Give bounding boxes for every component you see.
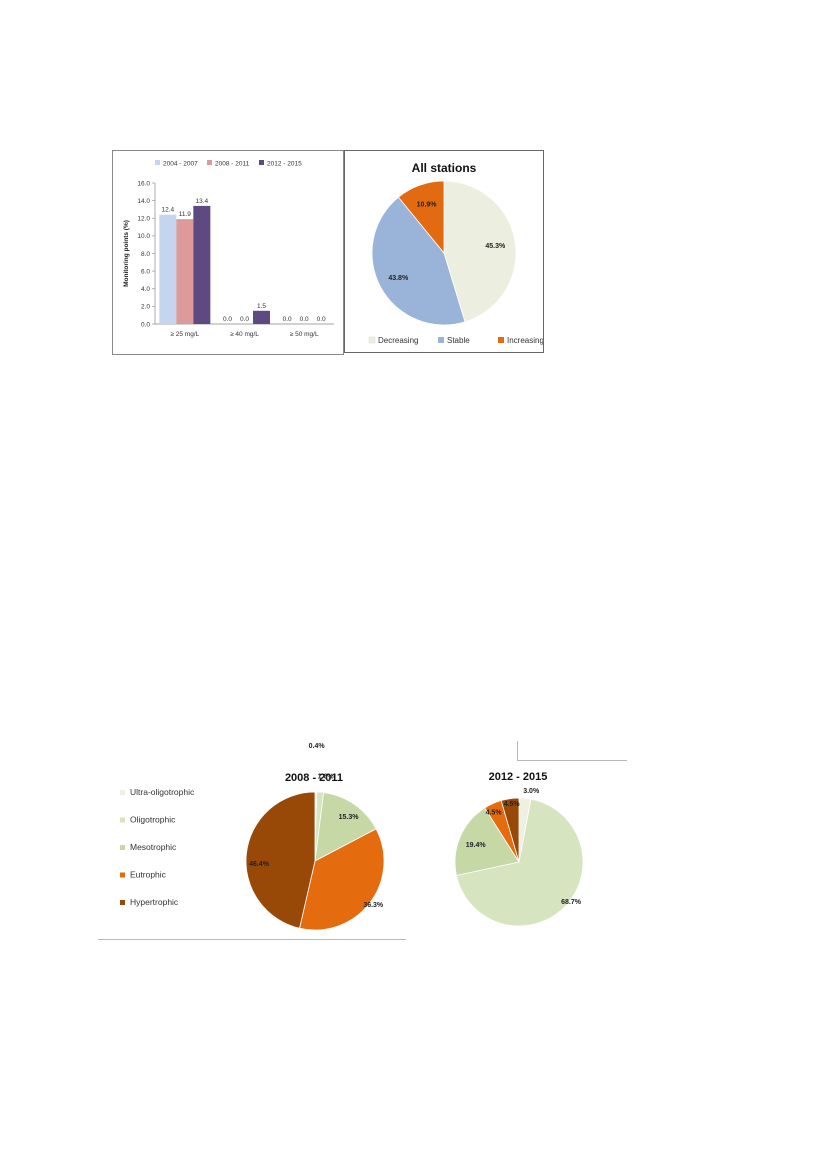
pie-data-label: 68.7% (561, 899, 582, 906)
legend-label: 2008 - 2011 (215, 161, 250, 168)
pie-slice (454, 807, 520, 876)
pie-data-label: 15.3% (339, 814, 360, 821)
legend-swatch (207, 160, 212, 165)
chart-title: 2012 - 2015 (489, 771, 548, 783)
legend-swatch (120, 900, 125, 905)
divider-line (517, 741, 518, 760)
pie-data-label: 10.9% (417, 202, 438, 209)
bar-data-label: 1.5 (257, 303, 266, 310)
legend-label: Oligotrophic (130, 815, 176, 825)
pie-data-label: 3.0% (523, 788, 540, 795)
bar (176, 219, 194, 324)
y-tick-label: 14.0 (137, 198, 150, 205)
x-tick-label: ≥ 40 mg/L (230, 331, 259, 338)
y-axis-label: Monitoring points (%) (123, 220, 130, 287)
chart-title: 2008 - 2011 (285, 772, 343, 784)
legend-label: 2004 - 2007 (163, 161, 198, 168)
legend-label: Decreasing (378, 336, 418, 345)
pie-slice (455, 798, 584, 927)
pie-data-label: 1.6% (318, 773, 335, 780)
legend-swatch (155, 160, 160, 165)
x-tick-label: ≥ 50 mg/L (290, 331, 319, 338)
legend-swatch (498, 337, 504, 343)
legend-swatch (120, 817, 125, 823)
legend-label: Mesotrophic (130, 842, 177, 852)
legend-swatch (259, 160, 264, 165)
legend-swatch (438, 337, 444, 343)
pie-slice (299, 828, 385, 931)
chart-title: All stations (412, 161, 477, 175)
y-tick-label: 16.0 (137, 180, 150, 187)
all-stations-pie-panel: All stations 45.3% 43.8% 10.9% Decreasing Sta… (344, 150, 544, 353)
pie-data-label: 43.8% (388, 275, 409, 282)
pie-data-label: 0.4% (309, 743, 326, 750)
legend-label: Increasing (507, 336, 543, 345)
pie-data-label: 19.4% (466, 842, 487, 849)
legend-label: 2012 - 2015 (267, 161, 302, 168)
bar (193, 205, 211, 324)
y-tick-label: 10.0 (137, 233, 150, 240)
pie-slice (443, 180, 517, 323)
bar-data-label: 0.0 (223, 316, 232, 323)
bar-data-label: 0.0 (240, 316, 249, 323)
divider-line (517, 760, 627, 761)
x-tick-label: ≥ 25 mg/L (170, 331, 199, 338)
legend-swatch (368, 336, 376, 344)
pie-data-label: 36.3% (363, 902, 384, 909)
legend-swatch (120, 790, 125, 795)
pie-data-label: 46.4% (249, 861, 270, 868)
trophic-pie-charts: Ultra-oligotrophic Oligotrophic Mesotrophi… (120, 743, 584, 931)
bar-data-label: 12.4 (162, 207, 175, 214)
legend-swatch (120, 872, 125, 878)
legend-label: Ultra-oligotrophic (130, 787, 195, 797)
pie-slice (314, 792, 377, 862)
legend-swatch (120, 845, 125, 850)
bar-data-label: 0.0 (317, 316, 326, 323)
legend-label: Stable (447, 336, 470, 345)
pie-slice (371, 196, 466, 326)
pie-slice (397, 180, 445, 255)
bar (253, 310, 270, 324)
bar-data-label: 13.4 (196, 198, 209, 205)
y-tick-label: 6.0 (141, 268, 150, 275)
y-tick-label: 2.0 (141, 304, 150, 311)
all-stations-pie-chart: All stations 45.3% 43.8% 10.9% Decreasing Sta… (368, 161, 544, 345)
bar-data-label: 11.9 (179, 211, 192, 218)
y-tick-label: 0.0 (141, 321, 150, 328)
y-tick-label: 8.0 (141, 251, 150, 258)
bar-data-label: 0.0 (283, 316, 292, 323)
legend-label: Eutrophic (130, 870, 167, 880)
pie-data-label: 4.5% (486, 810, 503, 817)
pie-slice (245, 791, 316, 929)
pie-data-label: 4.5% (504, 801, 521, 808)
pie-data-label: 45.3% (485, 243, 506, 250)
y-tick-label: 12.0 (137, 216, 150, 223)
y-tick-label: 4.0 (141, 286, 150, 293)
bar (159, 214, 177, 324)
divider-line (98, 939, 406, 940)
bar-data-label: 0.0 (300, 316, 309, 323)
bar-chart: 2004 - 2007 2008 - 2011 2012 - 2015 0.0 2.0 4… (123, 160, 334, 338)
legend-label: Hypertrophic (130, 897, 179, 907)
bar-chart-panel: 2004 - 2007 2008 - 2011 2012 - 2015 0.0 2.0 4… (112, 150, 344, 355)
pie-slice (500, 797, 520, 863)
